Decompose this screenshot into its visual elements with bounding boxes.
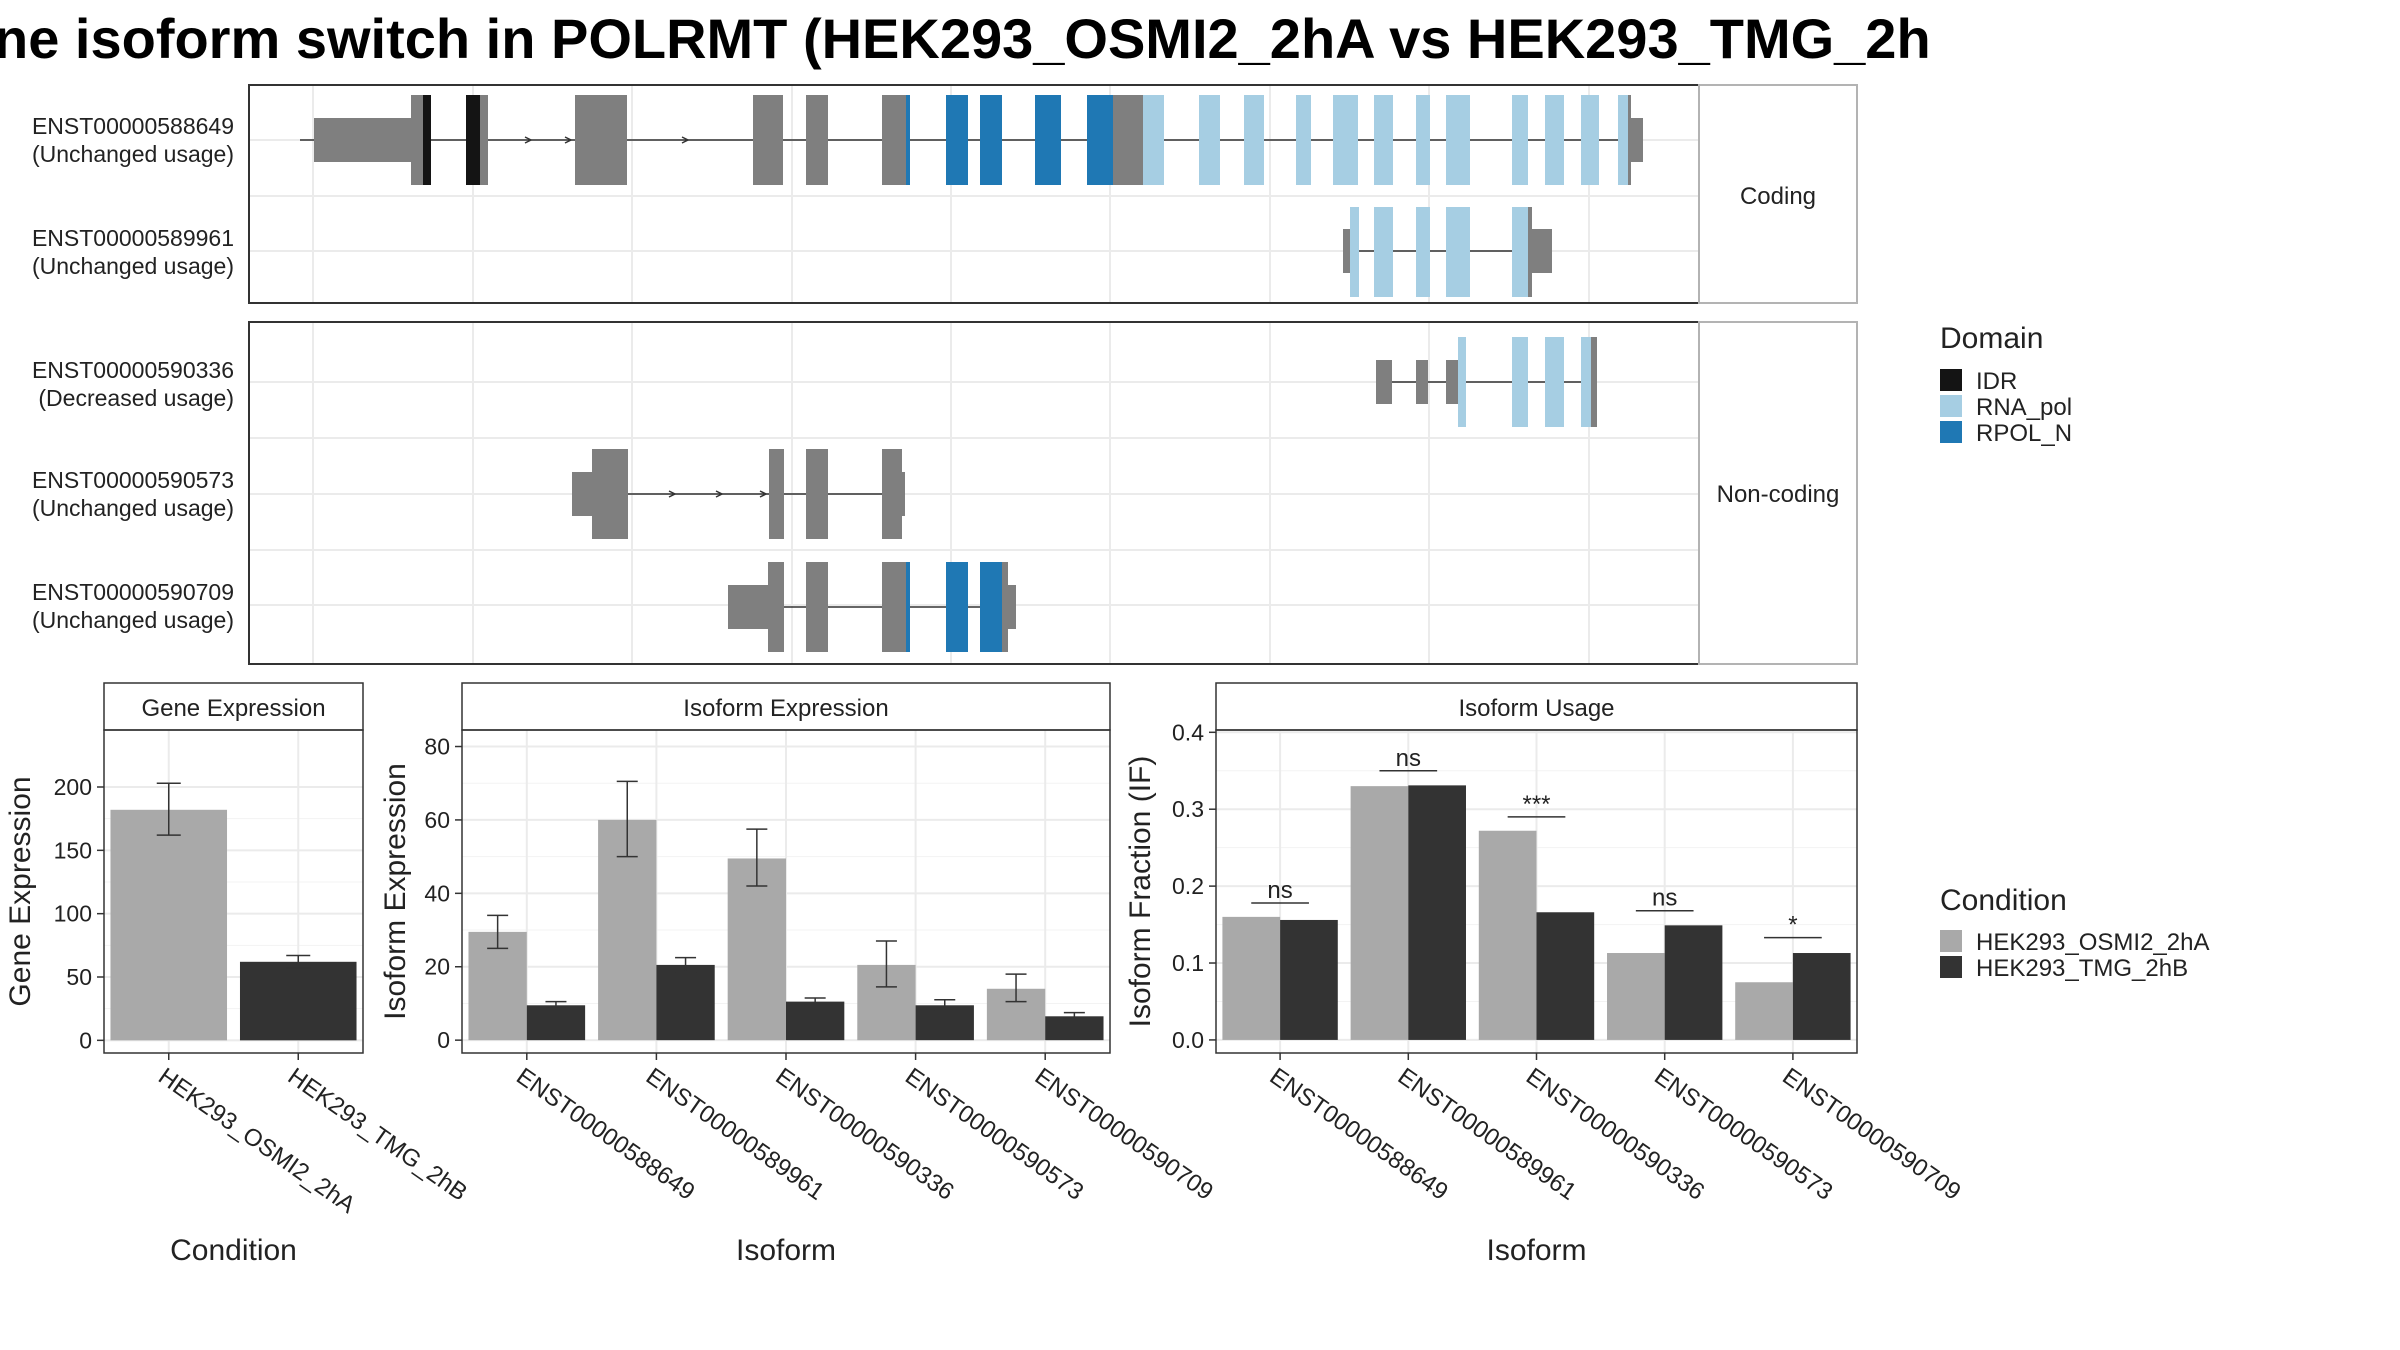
legend-label-tmg: HEK293_TMG_2hB [1976,955,2188,982]
y-tick-label: 100 [54,901,92,927]
transcript-model-enst00000588649 [300,95,1643,185]
panel-strip [461,682,1111,731]
legend-label-rpol-n: RPOL_N [1976,420,2072,447]
bar [239,961,357,1041]
y-axis-title: Gene Expression [4,776,37,1006]
panel-title: Isoform Expression [683,695,888,722]
legend-swatch-rna-pol [1940,395,1962,417]
bar [1350,786,1409,1040]
transcript-labels: ENST00000588649 (Unchanged usage) ENST00… [32,113,234,633]
bar [1045,1016,1104,1041]
x-axis-title: Condition [170,1234,297,1267]
transcript-panel: Coding Non-coding ENST00000588649 (Uncha… [32,84,2072,665]
significance-label: *** [1522,791,1550,818]
legend-label-rna-pol: RNA_pol [1976,394,2072,421]
transcript-label: ENST00000590336 [32,357,234,383]
bar [1280,919,1338,1040]
y-tick-label: 80 [424,734,450,760]
isoform-expression-chart: Isoform Expression020406080ENST000005886… [379,682,1218,1267]
noncoding-strip [1698,321,1858,665]
legend-swatch-rpol-n [1940,421,1962,443]
significance-label: ns [1267,877,1292,904]
panel-strip [103,682,364,731]
bar [468,931,527,1041]
transcript-model-enst00000590573 [572,449,905,539]
bar [1664,925,1723,1040]
bar [786,1001,845,1041]
transcript-label: ENST00000589961 [32,225,234,251]
bar [1478,830,1537,1040]
x-axis-title: Isoform [736,1234,836,1267]
y-axis-title: Isoform Expression [379,763,412,1020]
bar [1222,916,1281,1040]
bar [110,809,228,1041]
transcript-model-enst00000590709 [728,562,1016,652]
transcript-status: (Unchanged usage) [32,495,234,521]
bar [1536,912,1595,1040]
y-tick-label: 60 [424,807,450,833]
legend-swatch-idr [1940,369,1962,391]
significance-label: ns [1652,885,1677,912]
significance-label: * [1788,912,1797,939]
legend-label-idr: IDR [1976,368,2017,395]
panel-title: Gene Expression [141,695,325,722]
bar [1408,785,1466,1040]
legend-label-osmi2: HEK293_OSMI2_2hA [1976,929,2209,956]
y-tick-label: 150 [54,837,92,863]
y-tick-label: 0 [79,1027,92,1053]
domain-legend: Domain IDR RNA_pol RPOL_N [1940,322,2072,447]
x-axis-title: Isoform [1486,1234,1586,1267]
y-tick-label: 0 [437,1027,450,1053]
y-tick-label: 0.3 [1172,796,1204,822]
transcript-status: (Unchanged usage) [32,607,234,633]
bar [1792,953,1851,1040]
significance-label: ns [1396,745,1421,772]
plot-border [103,729,364,1054]
transcript-status: (Unchanged usage) [32,141,234,167]
domain-legend-title: Domain [1940,322,2043,355]
transcript-model-enst00000589961 [1343,207,1552,297]
gene-expression-chart: Gene Expression050100150200HEK293_OSMI2_… [4,682,472,1267]
bar [656,964,715,1041]
coding-strip-label: Coding [1740,183,1816,210]
transcript-label: ENST00000590573 [32,467,234,493]
isoform-usage-chart: Isoform Usagensns***ns*0.00.10.20.30.4EN… [1124,682,1966,1267]
condition-legend: Condition HEK293_OSMI2_2hA HEK293_TMG_2h… [1940,884,2209,982]
y-tick-label: 0.1 [1172,950,1204,976]
noncoding-strip-label: Non-coding [1717,481,1840,508]
transcript-model-enst00000590336 [1376,337,1597,427]
legend-swatch-osmi2 [1940,930,1962,952]
bar [1607,953,1665,1040]
bar [1735,982,1793,1040]
y-tick-label: 40 [424,880,450,906]
transcript-status: (Decreased usage) [38,385,234,411]
transcript-status: (Unchanged usage) [32,253,234,279]
y-tick-label: 200 [54,774,92,800]
y-tick-label: 0.0 [1172,1027,1204,1053]
y-tick-label: 20 [424,954,450,980]
transcript-label: ENST00000590709 [32,579,234,605]
y-tick-label: 0.4 [1172,719,1204,745]
coding-strip [1698,84,1858,304]
bar [526,1005,586,1041]
legend-swatch-tmg [1940,956,1962,978]
y-axis-title: Isoform Fraction (IF) [1124,756,1157,1028]
y-tick-label: 0.2 [1172,873,1204,899]
condition-legend-title: Condition [1940,884,2067,917]
panel-title: Isoform Usage [1458,695,1614,722]
figure-title: ne isoform switch in POLRMT (HEK293_OSMI… [0,7,1931,70]
y-tick-label: 50 [66,964,92,990]
transcript-label: ENST00000588649 [32,113,234,139]
panel-strip [1215,682,1858,731]
bar [727,858,786,1041]
